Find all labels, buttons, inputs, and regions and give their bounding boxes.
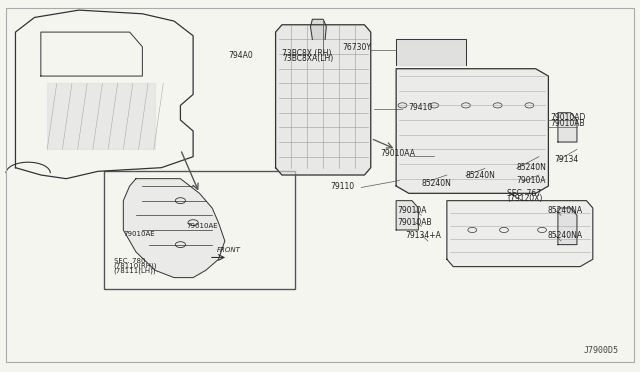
Text: J7900D5: J7900D5 [583, 346, 618, 355]
Text: (78111(LH)): (78111(LH)) [114, 267, 156, 274]
Text: (79120X): (79120X) [507, 194, 543, 203]
Bar [104, 171, 294, 289]
Text: 794A0: 794A0 [228, 51, 253, 60]
Text: 85240N: 85240N [516, 163, 547, 172]
Text: 79010AB: 79010AB [550, 119, 585, 128]
Text: 73BC8XA(LH): 73BC8XA(LH) [282, 54, 333, 63]
Text: 79110: 79110 [331, 182, 355, 191]
Text: 85240N: 85240N [466, 170, 496, 180]
Polygon shape [276, 25, 371, 175]
Polygon shape [558, 113, 577, 142]
Polygon shape [447, 201, 593, 267]
Text: SEC. 780: SEC. 780 [114, 258, 145, 264]
Text: 79134+A: 79134+A [406, 231, 442, 240]
Text: 79010AB: 79010AB [397, 218, 432, 227]
Text: 79010A: 79010A [516, 176, 546, 185]
Text: 79010AD: 79010AD [550, 113, 586, 122]
Text: (78110(RH)): (78110(RH)) [114, 263, 157, 269]
Text: 79010AE: 79010AE [187, 223, 218, 229]
Text: 85240NA: 85240NA [547, 206, 582, 215]
Polygon shape [124, 179, 225, 278]
Polygon shape [396, 69, 548, 193]
Text: 73BC8X (RH): 73BC8X (RH) [282, 49, 332, 58]
Text: SEC. 767: SEC. 767 [507, 189, 541, 198]
Text: 85240N: 85240N [422, 179, 451, 187]
Text: 79410: 79410 [409, 103, 433, 112]
Text: 79010A: 79010A [397, 206, 427, 215]
Text: 76730Y: 76730Y [342, 44, 371, 52]
Text: 85240NA: 85240NA [547, 231, 582, 240]
Polygon shape [396, 201, 419, 230]
Text: 79010AA: 79010AA [380, 148, 415, 157]
Text: 79010AE: 79010AE [124, 231, 155, 237]
Text: FRONT: FRONT [217, 247, 241, 253]
Text: 79134: 79134 [555, 155, 579, 164]
Polygon shape [558, 208, 577, 245]
Polygon shape [310, 19, 326, 39]
Polygon shape [396, 39, 466, 65]
